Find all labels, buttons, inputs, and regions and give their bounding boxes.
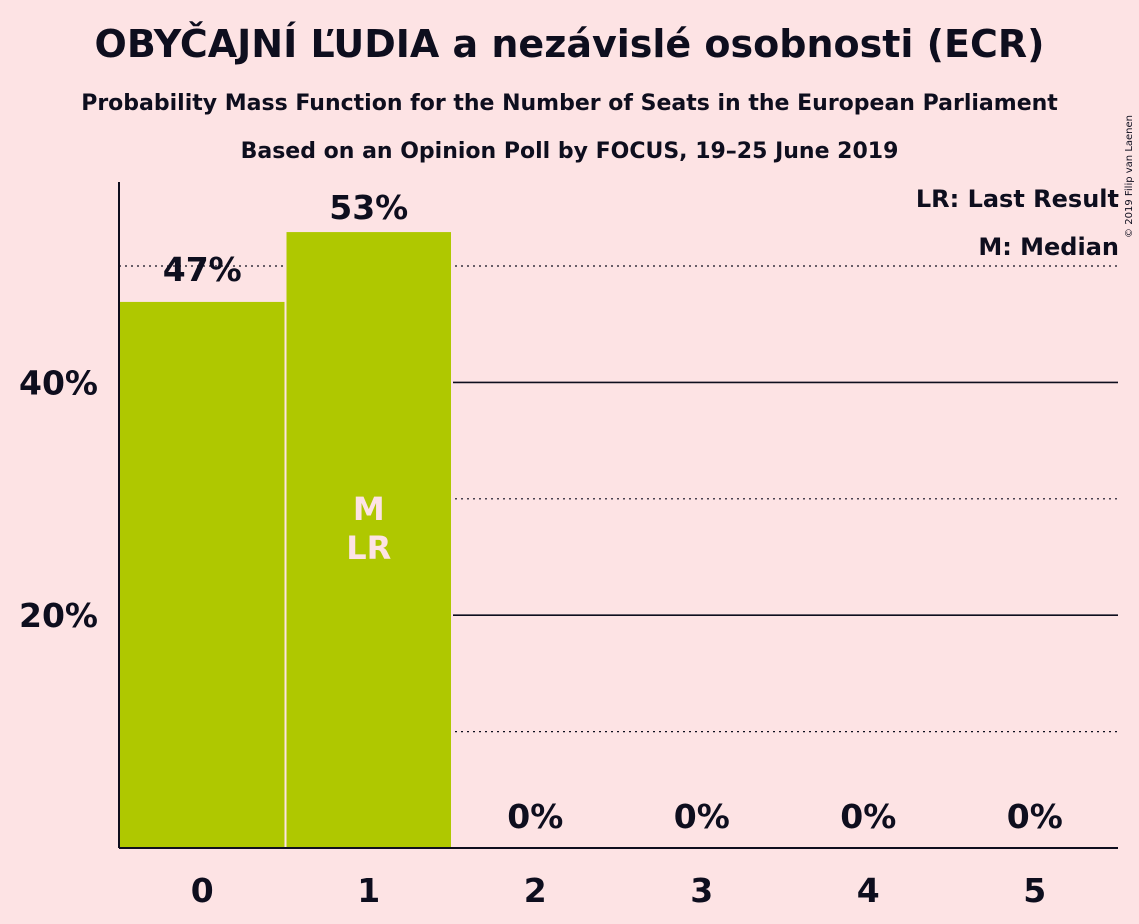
value-label-1: 53% bbox=[329, 188, 408, 227]
x-tick-label: 2 bbox=[524, 871, 547, 910]
bar-1 bbox=[284, 230, 453, 849]
x-tick-label: 5 bbox=[1023, 871, 1046, 910]
value-label-5: 0% bbox=[1007, 797, 1063, 836]
legend-median: M: Median bbox=[978, 233, 1119, 261]
chart-source: Based on an Opinion Poll by FOCUS, 19–25… bbox=[240, 139, 899, 164]
value-label-2: 0% bbox=[507, 797, 563, 836]
x-tick-label: 4 bbox=[857, 871, 880, 910]
last-result-marker: LR bbox=[346, 529, 391, 567]
x-tick-label: 0 bbox=[191, 871, 214, 910]
legend-last-result: LR: Last Result bbox=[915, 185, 1119, 213]
chart-title: OBYČAJNÍ ĽUDIA a nezávislé osobnosti (EC… bbox=[94, 22, 1045, 66]
median-marker: M bbox=[353, 490, 385, 528]
value-label-3: 0% bbox=[674, 797, 730, 836]
x-tick-label: 1 bbox=[357, 871, 380, 910]
y-tick-label: 40% bbox=[19, 363, 98, 402]
y-tick-label: 20% bbox=[19, 596, 98, 635]
bar-0 bbox=[118, 299, 287, 850]
chart-subtitle: Probability Mass Function for the Number… bbox=[81, 91, 1058, 116]
x-tick-label: 3 bbox=[690, 871, 713, 910]
value-label-0: 47% bbox=[163, 250, 242, 289]
value-label-4: 0% bbox=[840, 797, 896, 836]
